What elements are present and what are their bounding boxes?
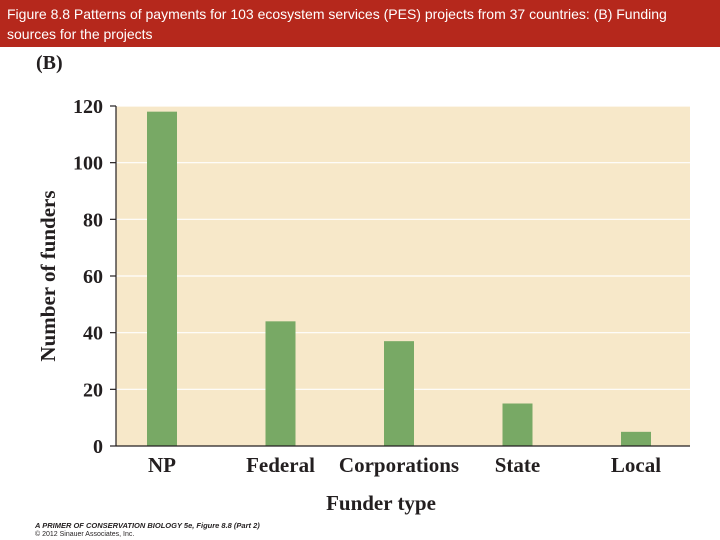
copyright-line: © 2012 Sinauer Associates, Inc.	[35, 531, 135, 538]
y-tick-label: 0	[93, 436, 103, 458]
bars	[147, 111, 651, 447]
panel-label: (B)	[36, 52, 63, 74]
y-ticks: 0 20 40 60 80 100 120	[73, 96, 116, 458]
x-tick-label: Federal	[246, 453, 315, 477]
bar-corporations	[384, 341, 414, 446]
x-tick-label: Local	[611, 453, 661, 477]
y-axis-title: Number of funders	[36, 190, 60, 361]
y-tick-label: 80	[83, 209, 103, 231]
bar-local	[621, 431, 651, 446]
grid-lines	[116, 105, 690, 390]
x-tick-label: Corporations	[339, 453, 459, 477]
x-tick-label: NP	[148, 453, 176, 477]
x-tick-label: State	[495, 453, 541, 477]
x-tick-labels: NP Federal Corporations State Local	[148, 453, 661, 477]
credit-line: A PRIMER OF CONSERVATION BIOLOGY 5e, Fig…	[35, 521, 260, 530]
bar-np	[147, 111, 177, 447]
figure-caption: Figure 8.8 Patterns of payments for 103 …	[7, 6, 667, 42]
y-tick-label: 60	[83, 266, 103, 288]
bar-federal	[265, 321, 296, 446]
y-tick-label: 120	[73, 96, 103, 118]
y-tick-label: 100	[73, 153, 103, 175]
y-tick-label: 20	[83, 379, 103, 401]
slide-header: Figure 8.8 Patterns of payments for 103 …	[0, 0, 720, 47]
bar-state	[502, 403, 533, 446]
x-axis-title: Funder type	[326, 491, 436, 515]
y-tick-label: 40	[83, 323, 103, 345]
